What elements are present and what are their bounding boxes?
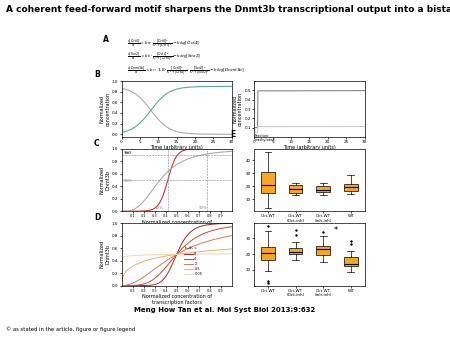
- PathPatch shape: [344, 184, 358, 191]
- Text: Fraction
methylated: Fraction methylated: [254, 134, 275, 142]
- Text: 90%: 90%: [124, 151, 132, 155]
- X-axis label: Time (arbitrary units): Time (arbitrary units): [150, 145, 203, 150]
- Text: D: D: [94, 213, 100, 222]
- Y-axis label: Normalized
Dnmt3b: Normalized Dnmt3b: [99, 166, 110, 194]
- PathPatch shape: [289, 185, 302, 193]
- Text: 0.05: 0.05: [194, 272, 202, 276]
- PathPatch shape: [316, 246, 330, 255]
- Text: $\frac{d[Dnmt3b]}{dt} = k_c \cdot 1.8 \cdot \frac{[Oct4]^2}{K^2+[Oct4]^2} \cdot : $\frac{d[Dnmt3b]}{dt} = k_c \cdot 1.8 \c…: [127, 64, 245, 77]
- Text: (m): (m): [125, 151, 132, 154]
- Text: 50%: 50%: [124, 179, 132, 184]
- Text: *: *: [333, 226, 338, 235]
- Text: C: C: [94, 139, 99, 148]
- PathPatch shape: [261, 172, 275, 193]
- Text: © as stated in the article, figure or figure legend: © as stated in the article, figure or fi…: [6, 326, 135, 332]
- Text: 4: 4: [194, 257, 197, 261]
- Text: 0.5: 0.5: [194, 267, 200, 271]
- Text: E: E: [230, 130, 235, 140]
- Y-axis label: Normalized
concentration: Normalized concentration: [232, 92, 243, 126]
- Text: Meng How Tan et al. Mol Syst Biol 2013;9:632: Meng How Tan et al. Mol Syst Biol 2013;9…: [135, 307, 315, 313]
- PathPatch shape: [344, 258, 358, 266]
- X-axis label: Normalized concentration of
transcription factors: Normalized concentration of transcriptio…: [142, 220, 212, 231]
- Y-axis label: Normalized
concentration: Normalized concentration: [99, 92, 110, 126]
- PathPatch shape: [261, 247, 275, 260]
- Text: biology: biology: [380, 324, 412, 333]
- Text: B: B: [94, 70, 100, 79]
- Text: systems: systems: [378, 316, 414, 325]
- Text: 2: 2: [194, 262, 197, 266]
- PathPatch shape: [316, 186, 330, 192]
- Text: 90%: 90%: [199, 206, 207, 210]
- X-axis label: Normalized concentration of
transcription factors: Normalized concentration of transcriptio…: [142, 294, 212, 305]
- X-axis label: Time (arbitrary units): Time (arbitrary units): [283, 145, 336, 150]
- Text: $\frac{d[Sox2]}{dt} = k_b \cdot \frac{[Oct4]^n}{K^n + [Oct4]^n} - k_{deg}[Sox2]$: $\frac{d[Sox2]}{dt} = k_b \cdot \frac{[O…: [127, 51, 201, 64]
- Text: 8: 8: [194, 252, 197, 256]
- PathPatch shape: [289, 248, 302, 255]
- Text: A coherent feed-forward motif sharpens the Dnmt3b transcriptional output into a : A coherent feed-forward motif sharpens t…: [6, 5, 450, 14]
- Text: $k_D/k_1=$: $k_D/k_1=$: [184, 244, 198, 252]
- Text: 10%: 10%: [155, 206, 163, 210]
- Text: molecular: molecular: [375, 308, 417, 317]
- Text: A: A: [103, 35, 108, 44]
- Y-axis label: Normalized
Dnmt3b: Normalized Dnmt3b: [99, 240, 110, 268]
- Text: $\frac{d[Oct4]}{dt} = k_a \cdot \frac{[Oct4]^n}{K^n + [Oct4]^n} - k_{deg}[Oct4]$: $\frac{d[Oct4]}{dt} = k_a \cdot \frac{[O…: [127, 37, 200, 50]
